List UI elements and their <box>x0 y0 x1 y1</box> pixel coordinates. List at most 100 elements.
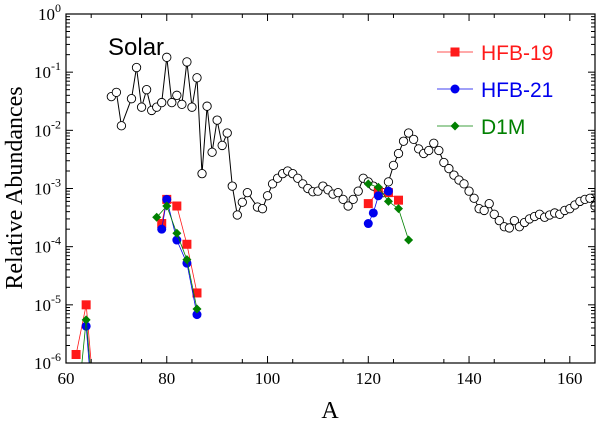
legend-label: HFB-21 <box>481 79 553 102</box>
data-point-solar <box>464 186 474 196</box>
data-point-hfb-19 <box>81 300 91 310</box>
data-point-solar <box>509 216 520 226</box>
solar-annotation: Solar <box>108 34 164 61</box>
data-point-solar <box>232 210 242 220</box>
series-hfb-19 <box>71 186 404 363</box>
data-point-solar <box>469 193 479 203</box>
data-point-solar <box>444 163 454 174</box>
data-point-solar <box>136 102 147 112</box>
data-point-solar <box>434 145 444 156</box>
data-point-d1m <box>363 179 373 189</box>
data-point-solar <box>237 197 247 207</box>
series-line-hfb-19 <box>367 190 399 204</box>
data-point-solar <box>141 85 152 95</box>
data-point-solar <box>187 102 197 112</box>
legend-label: HFB-19 <box>481 42 553 65</box>
data-point-solar <box>182 57 192 67</box>
data-point-solar <box>207 147 217 157</box>
x-tick-label: 140 <box>456 369 482 388</box>
data-point-solar <box>383 177 394 187</box>
series-hfb-21 <box>81 186 393 363</box>
y-axis-title: Relative Abundances <box>2 86 28 289</box>
data-point-solar <box>333 187 343 198</box>
data-point-solar <box>111 87 122 97</box>
data-point-solar <box>172 90 182 100</box>
data-point-hfb-19 <box>363 199 373 209</box>
x-tick-label: 80 <box>158 369 175 388</box>
data-point-hfb-19 <box>71 350 81 360</box>
data-point-d1m <box>383 196 393 206</box>
data-point-hfb-21 <box>192 310 202 320</box>
data-point-solar <box>242 187 253 198</box>
data-point-hfb-21 <box>162 194 172 204</box>
y-tick-label: 10-3 <box>34 176 61 199</box>
data-point-solar <box>217 140 227 151</box>
data-point-hfb-21 <box>383 186 393 196</box>
data-point-solar <box>192 73 202 83</box>
data-point-hfb-19 <box>182 239 192 249</box>
y-tick-label: 100 <box>38 1 61 24</box>
series-line-hfb-21 <box>367 190 389 224</box>
data-point-d1m <box>162 201 172 211</box>
data-point-solar <box>459 179 469 189</box>
data-point-solar <box>202 101 212 111</box>
x-tick-label: 160 <box>557 369 583 388</box>
legend: HFB-19 HFB-21 D1M <box>437 42 553 139</box>
data-point-d1m <box>394 204 404 214</box>
data-point-d1m <box>373 182 383 192</box>
data-point-solar <box>157 97 167 108</box>
data-point-solar <box>348 194 358 205</box>
legend-marker <box>450 47 460 57</box>
data-point-solar <box>408 134 419 144</box>
x-tick-label: 100 <box>255 369 281 388</box>
data-point-d1m <box>172 228 182 238</box>
data-point-hfb-19 <box>192 288 202 298</box>
data-point-d1m <box>182 255 192 265</box>
data-point-solar <box>504 223 515 233</box>
y-tick-label: 10-2 <box>34 117 61 140</box>
data-point-solar <box>116 121 127 131</box>
data-point-solar <box>212 115 222 125</box>
data-point-solar <box>197 169 207 179</box>
data-point-solar <box>429 138 439 148</box>
data-point-solar <box>167 97 177 108</box>
y-tick-label: 10-4 <box>34 234 61 257</box>
data-point-solar <box>338 194 348 205</box>
data-point-solar <box>353 186 363 196</box>
data-point-solar <box>489 209 499 219</box>
data-point-d1m <box>81 315 91 325</box>
x-tick-label: 120 <box>356 369 382 388</box>
data-point-d1m <box>404 235 414 245</box>
legend-marker <box>450 84 460 94</box>
data-point-solar <box>585 193 595 203</box>
data-point-solar <box>398 136 409 146</box>
data-point-hfb-21 <box>157 224 167 234</box>
data-point-solar <box>424 145 434 156</box>
data-point-hfb-19 <box>172 201 182 211</box>
series-line-hfb-21 <box>85 326 90 363</box>
data-point-d1m <box>152 212 162 222</box>
data-point-hfb-21 <box>172 235 182 245</box>
data-point-hfb-21 <box>373 191 383 201</box>
data-point-solar <box>131 62 142 73</box>
series-solar <box>106 52 595 233</box>
data-point-solar <box>227 181 237 191</box>
data-point-solar <box>393 148 404 159</box>
x-tick-label: 60 <box>58 369 75 388</box>
data-point-d1m <box>192 304 202 314</box>
data-point-hfb-21 <box>368 208 378 218</box>
series-d1m <box>81 179 414 363</box>
data-point-hfb-19 <box>394 195 404 205</box>
data-point-solar <box>162 52 172 62</box>
data-point-solar <box>439 157 449 168</box>
data-point-solar <box>343 201 353 211</box>
data-point-solar <box>257 204 268 214</box>
data-point-solar <box>262 191 273 201</box>
legend-marker <box>450 121 460 131</box>
legend-label: D1M <box>481 116 525 139</box>
data-point-solar <box>177 99 187 109</box>
y-tick-label: 10-1 <box>34 59 61 82</box>
data-point-solar <box>388 160 399 171</box>
data-point-solar <box>484 198 494 209</box>
